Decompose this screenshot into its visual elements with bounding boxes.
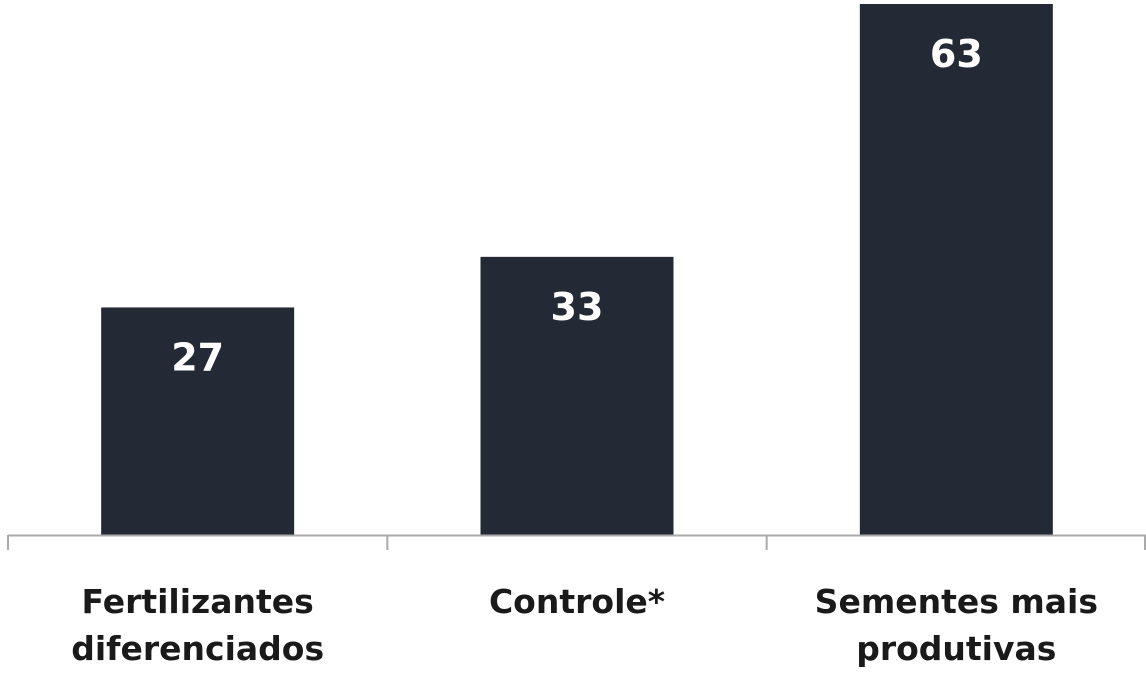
category-label-line: Fertilizantes <box>81 582 313 621</box>
bar-value-label-3: 63 <box>930 32 983 76</box>
x-axis <box>7 534 1146 550</box>
category-label-line: diferenciados <box>71 629 324 668</box>
category-label-line: Sementes mais <box>815 582 1098 621</box>
bar-1 <box>101 307 295 535</box>
bars-layer: 27 33 63 <box>101 4 1053 535</box>
bar-2 <box>480 256 674 535</box>
category-label-line: produtivas <box>856 629 1056 668</box>
category-label-2: Controle* <box>489 582 665 621</box>
category-label-1: Fertilizantes diferenciados <box>71 582 324 668</box>
bar-value-label-1: 27 <box>171 335 224 379</box>
category-labels: Fertilizantes diferenciados Controle* Semen… <box>71 582 1098 668</box>
bar-value-label-2: 33 <box>551 285 604 329</box>
category-label-line: Controle* <box>489 582 665 621</box>
category-label-3: Sementes mais produtivas <box>815 582 1098 668</box>
bar-3 <box>859 4 1053 535</box>
